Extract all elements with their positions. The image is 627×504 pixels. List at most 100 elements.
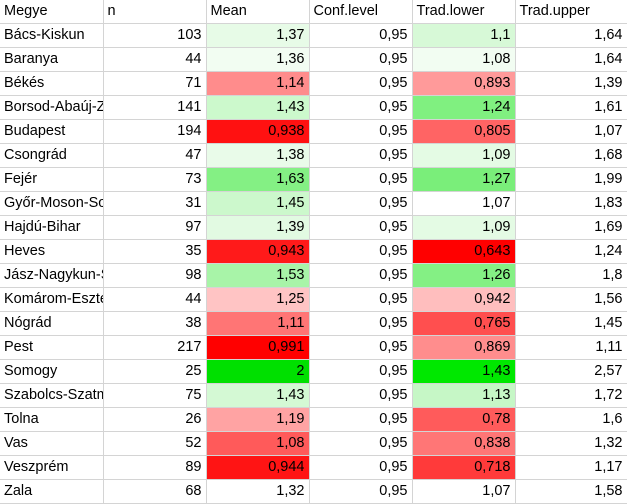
cell-mean[interactable]: 1,43: [206, 95, 310, 120]
cell-conf-level[interactable]: 0,95: [309, 479, 413, 504]
cell-trad-lower[interactable]: 1,09: [412, 143, 516, 168]
cell-trad-upper[interactable]: 1,17: [515, 455, 627, 480]
cell-trad-upper[interactable]: 1,32: [515, 431, 627, 456]
cell-trad-lower[interactable]: 1,09: [412, 215, 516, 240]
cell-n[interactable]: 97: [103, 215, 207, 240]
cell-trad-upper[interactable]: 1,56: [515, 287, 627, 312]
cell-conf-level[interactable]: 0,95: [309, 23, 413, 48]
cell-megye[interactable]: Tolna: [0, 407, 104, 432]
cell-conf-level[interactable]: 0,95: [309, 359, 413, 384]
cell-trad-lower[interactable]: 1,24: [412, 95, 516, 120]
cell-megye[interactable]: Hajdú-Bihar: [0, 215, 104, 240]
cell-trad-upper[interactable]: 1,61: [515, 95, 627, 120]
cell-trad-upper[interactable]: 1,11: [515, 335, 627, 360]
cell-trad-upper[interactable]: 1,64: [515, 23, 627, 48]
cell-mean[interactable]: 0,943: [206, 239, 310, 264]
cell-trad-lower[interactable]: 0,893: [412, 71, 516, 96]
cell-conf-level[interactable]: 0,95: [309, 263, 413, 288]
cell-trad-lower[interactable]: 1,1: [412, 23, 516, 48]
cell-trad-upper[interactable]: 1,6: [515, 407, 627, 432]
cell-trad-upper[interactable]: 1,45: [515, 311, 627, 336]
cell-trad-lower[interactable]: 1,08: [412, 47, 516, 72]
cell-trad-upper[interactable]: 1,83: [515, 191, 627, 216]
cell-trad-lower[interactable]: 1,07: [412, 191, 516, 216]
cell-trad-lower[interactable]: 1,13: [412, 383, 516, 408]
cell-megye[interactable]: Békés: [0, 71, 104, 96]
cell-conf-level[interactable]: 0,95: [309, 167, 413, 192]
cell-megye[interactable]: Fejér: [0, 167, 104, 192]
cell-n[interactable]: 31: [103, 191, 207, 216]
cell-n[interactable]: 68: [103, 479, 207, 504]
cell-mean[interactable]: 1,63: [206, 167, 310, 192]
cell-conf-level[interactable]: 0,95: [309, 47, 413, 72]
cell-n[interactable]: 26: [103, 407, 207, 432]
cell-n[interactable]: 52: [103, 431, 207, 456]
cell-mean[interactable]: 1,19: [206, 407, 310, 432]
cell-trad-upper[interactable]: 1,64: [515, 47, 627, 72]
cell-conf-level[interactable]: 0,95: [309, 95, 413, 120]
cell-trad-lower[interactable]: 0,869: [412, 335, 516, 360]
cell-n[interactable]: 73: [103, 167, 207, 192]
cell-n[interactable]: 47: [103, 143, 207, 168]
cell-n[interactable]: 35: [103, 239, 207, 264]
header-cell-megye[interactable]: Megye: [0, 0, 104, 24]
cell-megye[interactable]: Szabolcs-Szatmár-Bereg: [0, 383, 104, 408]
cell-mean[interactable]: 0,944: [206, 455, 310, 480]
cell-trad-upper[interactable]: 1,99: [515, 167, 627, 192]
cell-megye[interactable]: Jász-Nagykun-Szolnok: [0, 263, 104, 288]
cell-trad-lower[interactable]: 0,838: [412, 431, 516, 456]
cell-conf-level[interactable]: 0,95: [309, 407, 413, 432]
cell-mean[interactable]: 1,37: [206, 23, 310, 48]
cell-megye[interactable]: Győr-Moson-Sopron: [0, 191, 104, 216]
cell-mean[interactable]: 1,25: [206, 287, 310, 312]
cell-trad-lower[interactable]: 0,78: [412, 407, 516, 432]
cell-mean[interactable]: 1,39: [206, 215, 310, 240]
cell-n[interactable]: 38: [103, 311, 207, 336]
cell-conf-level[interactable]: 0,95: [309, 311, 413, 336]
cell-trad-lower[interactable]: 0,643: [412, 239, 516, 264]
cell-mean[interactable]: 2: [206, 359, 310, 384]
cell-trad-lower[interactable]: 0,718: [412, 455, 516, 480]
cell-n[interactable]: 103: [103, 23, 207, 48]
header-cell-trad-lower[interactable]: Trad.lower: [412, 0, 516, 24]
cell-conf-level[interactable]: 0,95: [309, 191, 413, 216]
cell-mean[interactable]: 1,38: [206, 143, 310, 168]
cell-conf-level[interactable]: 0,95: [309, 239, 413, 264]
cell-megye[interactable]: Borsod-Abaúj-Zemplén: [0, 95, 104, 120]
cell-trad-lower[interactable]: 0,942: [412, 287, 516, 312]
cell-megye[interactable]: Csongrád: [0, 143, 104, 168]
header-cell-trad-upper[interactable]: Trad.upper: [515, 0, 627, 24]
cell-trad-upper[interactable]: 1,72: [515, 383, 627, 408]
cell-megye[interactable]: Heves: [0, 239, 104, 264]
cell-trad-lower[interactable]: 0,805: [412, 119, 516, 144]
cell-conf-level[interactable]: 0,95: [309, 119, 413, 144]
cell-megye[interactable]: Nógrád: [0, 311, 104, 336]
cell-trad-lower[interactable]: 1,26: [412, 263, 516, 288]
cell-trad-lower[interactable]: 1,43: [412, 359, 516, 384]
cell-megye[interactable]: Budapest: [0, 119, 104, 144]
cell-conf-level[interactable]: 0,95: [309, 143, 413, 168]
cell-mean[interactable]: 1,11: [206, 311, 310, 336]
cell-conf-level[interactable]: 0,95: [309, 215, 413, 240]
header-cell-conf-level[interactable]: Conf.level: [309, 0, 413, 24]
cell-trad-upper[interactable]: 1,8: [515, 263, 627, 288]
cell-n[interactable]: 141: [103, 95, 207, 120]
cell-mean[interactable]: 0,991: [206, 335, 310, 360]
cell-mean[interactable]: 1,08: [206, 431, 310, 456]
cell-n[interactable]: 194: [103, 119, 207, 144]
cell-megye[interactable]: Komárom-Esztergom: [0, 287, 104, 312]
cell-mean[interactable]: 1,45: [206, 191, 310, 216]
cell-megye[interactable]: Vas: [0, 431, 104, 456]
cell-conf-level[interactable]: 0,95: [309, 71, 413, 96]
cell-megye[interactable]: Zala: [0, 479, 104, 504]
cell-n[interactable]: 25: [103, 359, 207, 384]
cell-trad-upper[interactable]: 1,69: [515, 215, 627, 240]
cell-conf-level[interactable]: 0,95: [309, 383, 413, 408]
cell-n[interactable]: 217: [103, 335, 207, 360]
cell-trad-lower[interactable]: 0,765: [412, 311, 516, 336]
cell-megye[interactable]: Veszprém: [0, 455, 104, 480]
cell-conf-level[interactable]: 0,95: [309, 431, 413, 456]
cell-mean[interactable]: 0,938: [206, 119, 310, 144]
cell-megye[interactable]: Somogy: [0, 359, 104, 384]
cell-trad-upper[interactable]: 1,24: [515, 239, 627, 264]
